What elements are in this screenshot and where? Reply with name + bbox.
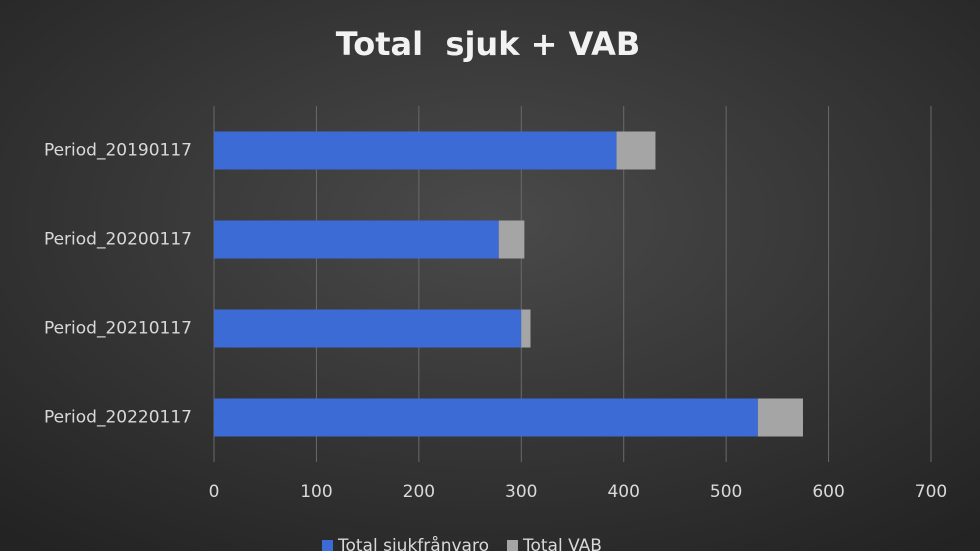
bar-segment	[616, 131, 656, 170]
x-tick-label: 300	[505, 482, 537, 502]
bar-segment	[521, 309, 531, 348]
y-tick-label: Period_20210117	[44, 319, 192, 339]
bar-segment	[214, 309, 522, 348]
x-tick-label: 500	[710, 482, 742, 502]
y-tick-label: Period_20220117	[44, 408, 192, 428]
y-tick-label: Period_20190117	[44, 141, 192, 161]
legend-label: Total VAB	[522, 536, 602, 551]
bar-segment	[214, 131, 617, 170]
x-tick-label: 700	[915, 482, 947, 502]
legend-label: Total sjukfrånvaro	[337, 535, 489, 551]
x-tick-label: 0	[209, 482, 220, 502]
x-tick-label: 200	[403, 482, 435, 502]
bar-segment	[498, 220, 525, 259]
x-tick-label: 600	[812, 482, 844, 502]
bar-segment	[214, 220, 499, 259]
legend-swatch	[506, 540, 518, 551]
legend-swatch	[322, 540, 333, 551]
y-tick-label: Period_20200117	[44, 230, 192, 250]
x-tick-label: 400	[607, 482, 639, 502]
bar-segment	[757, 398, 803, 437]
bar-segment	[214, 398, 758, 437]
chart-title: Total sjuk + VAB	[336, 25, 641, 63]
x-tick-label: 100	[300, 482, 332, 502]
